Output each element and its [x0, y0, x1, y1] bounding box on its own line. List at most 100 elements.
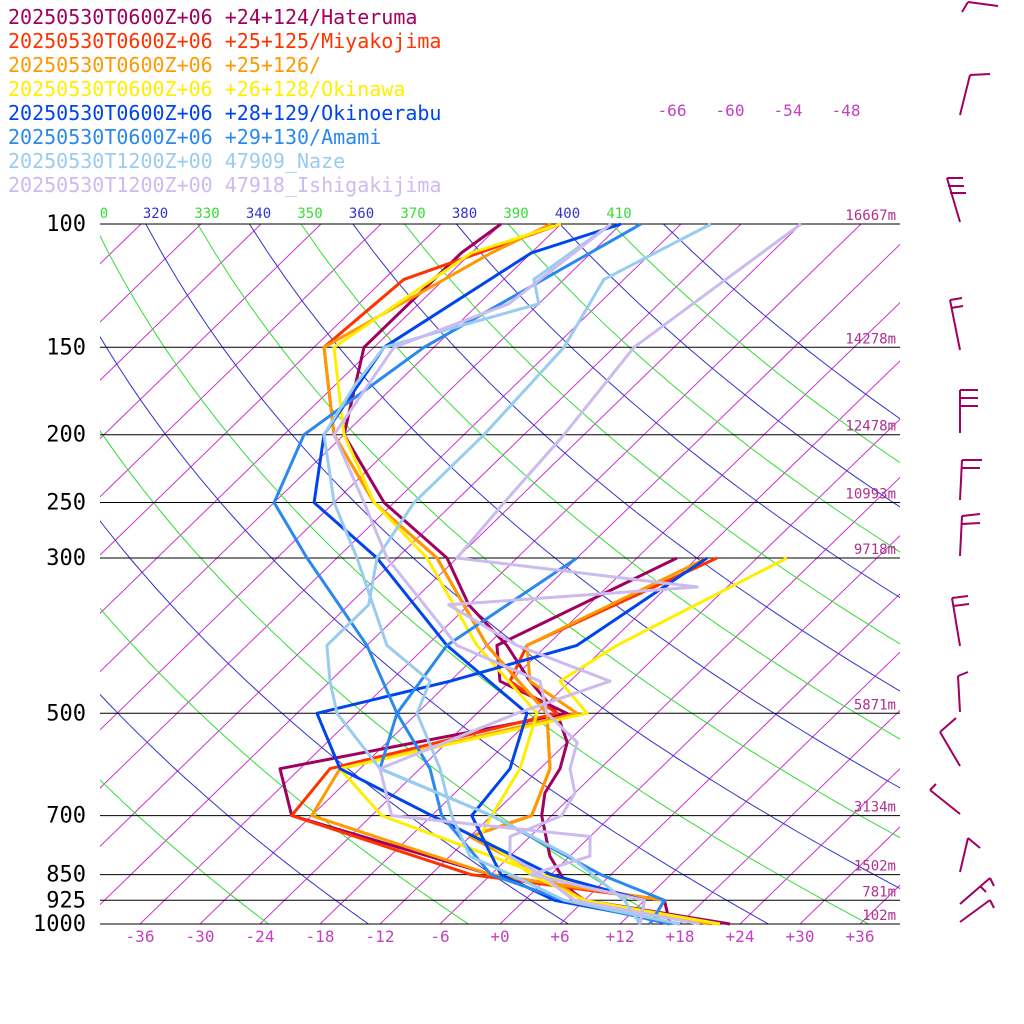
isotherm-line — [799, 826, 900, 924]
isotherm-line — [100, 224, 622, 731]
legend-entry: 20250530T1200Z+00 47909_Naze — [8, 149, 345, 173]
isotherm-line — [619, 651, 900, 924]
dewpoint-profile-line — [325, 222, 712, 925]
isotherm-line — [739, 767, 900, 924]
pressure-tick-label: 150 — [46, 335, 86, 360]
wind-barb-icon — [959, 899, 995, 923]
height-label: 12478m — [845, 419, 896, 435]
height-label: 5871m — [854, 697, 896, 713]
theta-tick-label: 380 — [452, 206, 477, 222]
height-label: 14278m — [845, 331, 896, 347]
isotherm-line — [980, 224, 1024, 924]
isotherm-line — [859, 884, 900, 924]
wind-barbs — [929, 1, 999, 923]
isotherm-line — [679, 709, 900, 924]
background-grid — [0, 224, 1024, 924]
isotherm-tick-label: -60 — [716, 101, 745, 120]
sounding-profiles — [272, 222, 802, 926]
wind-barb-icon — [959, 389, 978, 433]
legend: 20250530T0600Z+06 +24+124/Hateruma202505… — [8, 5, 441, 197]
temperature-tick-label: +6 — [550, 927, 569, 946]
wind-barb-icon — [959, 513, 981, 557]
pressure-tick-label: 250 — [46, 491, 86, 516]
isotherm-tick-label: -66 — [658, 101, 687, 120]
temperature-profile-line — [332, 222, 721, 926]
dry-adiabat-line — [248, 224, 900, 789]
height-label: 9718m — [854, 542, 896, 558]
dewpoint-profile-line — [310, 556, 708, 925]
height-label: 102m — [862, 908, 896, 924]
wind-barb-icon — [961, 1, 999, 13]
legend-entry: 20250530T0600Z+06 +28+129/Okinoerabu — [8, 101, 441, 125]
temperature-profile-line — [322, 222, 681, 926]
theta-tick-label: 330 — [194, 206, 219, 222]
temperature-tick-label: -18 — [306, 927, 335, 946]
isotherm-line — [100, 224, 322, 440]
pressure-tick-label: 500 — [46, 701, 86, 726]
dry-adiabat-line — [100, 429, 669, 924]
isotherm-line — [100, 224, 502, 615]
temperature-tick-label: +24 — [726, 927, 755, 946]
height-label: 16667m — [845, 208, 896, 224]
wind-barb-icon — [949, 297, 964, 351]
isotherm-line — [0, 224, 21, 924]
pressure-tick-label: 850 — [46, 863, 86, 888]
pressure-tick-label: 700 — [46, 804, 86, 829]
isotherm-line — [100, 224, 562, 673]
axis-ticks: -36 -30 -24 -18 -12 -6 +0 +6 +12 +18 +24 +30 +36 0 320… — [100, 101, 875, 946]
dry-adiabat-line — [559, 224, 900, 508]
temperature-tick-label: +12 — [606, 927, 635, 946]
pressure-lines: 100 16667m 150 14278m 200 12478m 250 10993m 300 9… — [33, 208, 900, 937]
temperature-tick-label: -6 — [430, 927, 449, 946]
temperature-tick-label: +36 — [846, 927, 875, 946]
temperature-tick-label: +30 — [786, 927, 815, 946]
wind-barb-icon — [951, 595, 970, 647]
wind-barb-icon — [959, 837, 981, 873]
theta-tick-label: 400 — [555, 206, 580, 222]
legend-entry: 20250530T0600Z+06 +26+128/Okinawa — [8, 77, 405, 101]
theta-tick-label: 390 — [503, 206, 528, 222]
wind-barb-icon — [939, 717, 961, 767]
legend-entry: 20250530T0600Z+06 +29+130/Amami — [8, 125, 381, 149]
pressure-tick-label: 925 — [46, 888, 86, 913]
pressure-tick-label: 100 — [46, 212, 86, 237]
dry-adiabat-line — [663, 224, 900, 420]
wind-barb-icon — [959, 459, 982, 501]
isotherm-tick-label: -54 — [774, 101, 803, 120]
temperature-tick-label: -24 — [246, 927, 275, 946]
isotherm-line — [439, 476, 900, 924]
theta-tick-label: 360 — [349, 206, 374, 222]
legend-entry: 20250530T1200Z+00 47918_Ishigakijima — [8, 173, 441, 197]
height-label: 3134m — [854, 800, 896, 816]
isotherm-line — [100, 224, 802, 906]
isotherm-line — [100, 224, 202, 323]
wind-barb-icon — [959, 877, 995, 905]
theta-tick-label: 340 — [246, 206, 271, 222]
pressure-tick-label: 200 — [46, 423, 86, 448]
legend-entry: 20250530T0600Z+06 +24+124/Hateruma — [8, 5, 417, 29]
isotherm-line — [259, 301, 900, 924]
height-label: 10993m — [845, 487, 896, 503]
pressure-tick-label: 1000 — [33, 912, 86, 937]
isotherm-line — [199, 243, 900, 924]
wind-barb-icon — [957, 671, 969, 713]
isotherm-line — [100, 224, 742, 848]
dewpoint-profile-line — [290, 556, 718, 925]
dry-adiabat-line — [100, 779, 269, 924]
wind-barb-icon — [929, 783, 961, 815]
isotherm-line — [100, 224, 382, 498]
theta-tick-label: 410 — [606, 206, 631, 222]
temperature-tick-label: +0 — [490, 927, 509, 946]
theta-tick-label: 350 — [297, 206, 322, 222]
height-label: 781m — [862, 884, 896, 900]
pressure-tick-label: 300 — [46, 546, 86, 571]
isotherm-line — [100, 224, 682, 789]
wind-barb-icon — [959, 73, 991, 116]
temperature-tick-label: +18 — [666, 927, 695, 946]
dry-adiabat-line — [300, 224, 900, 740]
theta-tick-label: 370 — [400, 206, 425, 222]
legend-entry: 20250530T0600Z+06 +25+125/Miyakojima — [8, 29, 441, 53]
isotherm-line — [379, 418, 900, 924]
theta-tick-label: 0 — [100, 206, 108, 222]
